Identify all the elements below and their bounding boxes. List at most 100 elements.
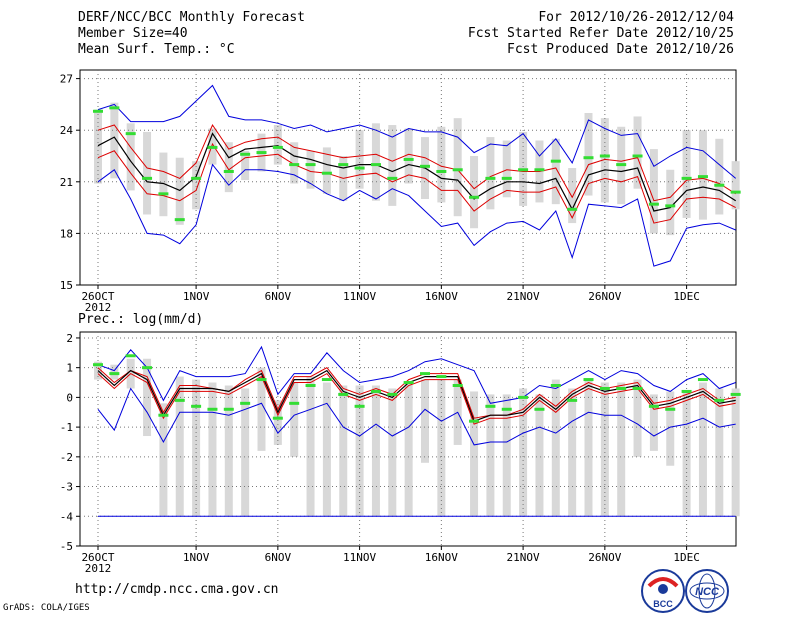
spread-box <box>502 140 511 198</box>
observed-marker <box>338 392 349 396</box>
produced-date: Fcst Produced Date 2012/10/26 <box>507 42 734 57</box>
observed-marker <box>648 202 659 206</box>
variable-label: Mean Surf. Temp.: °C <box>78 42 235 57</box>
observed-marker <box>240 401 251 405</box>
spread-box <box>437 126 446 203</box>
observed-marker <box>485 176 496 180</box>
observed-marker <box>420 164 430 168</box>
observed-marker <box>93 363 103 367</box>
observed-marker <box>174 218 185 222</box>
spread-box <box>633 116 642 189</box>
precip-title: Prec.: log(mm/d) <box>78 312 203 327</box>
spread-box <box>437 379 446 517</box>
x-tick-label: 26OCT <box>81 551 114 564</box>
observed-marker <box>436 169 447 173</box>
spread-box <box>666 391 675 466</box>
observed-marker <box>452 384 463 387</box>
spread-box <box>224 142 233 193</box>
spread-box <box>551 138 560 205</box>
y-tick-label: 24 <box>60 124 74 137</box>
series-line-range_lower <box>97 123 736 202</box>
panel-precipitation: -5 -4 -3 -2 -1 0 1 2 26OCT 1NOV 6NOV 11NOV 16NOV 21NO… <box>60 331 741 575</box>
observed-marker <box>109 372 120 376</box>
ncc-logo: NCC <box>685 569 729 613</box>
observed-marker <box>485 404 496 408</box>
spread-box <box>404 382 413 517</box>
spread-box <box>241 388 250 517</box>
observed-marker <box>256 151 267 155</box>
observed-marker <box>436 375 447 379</box>
spread-box <box>666 169 675 236</box>
x-tick-label: 16NOV <box>425 290 458 303</box>
ncc-logo-text: NCC <box>695 586 720 598</box>
member-size: Member Size=40 <box>78 26 188 41</box>
forecast-title: DERF/NCC/BCC Monthly Forecast <box>78 10 305 25</box>
spread-box <box>535 394 544 517</box>
y-tick-label: -4 <box>60 510 74 523</box>
observed-marker <box>550 159 561 163</box>
series-line-mean <box>97 132 737 212</box>
observed-marker <box>469 195 480 199</box>
x-tick-label: 26NOV <box>588 551 621 564</box>
observed-marker <box>452 168 463 172</box>
observed-marker <box>730 392 741 396</box>
observed-marker <box>518 168 529 172</box>
spread-box <box>731 388 740 517</box>
observed-marker <box>518 395 529 399</box>
observed-marker <box>697 175 708 179</box>
spread-box <box>649 149 658 234</box>
observed-marker <box>207 145 218 149</box>
spread-box <box>273 125 282 165</box>
observed-marker <box>501 407 512 411</box>
spread-box <box>388 125 397 206</box>
spread-box <box>192 161 201 210</box>
series-line-mean <box>97 369 736 422</box>
grads-credit: GrADS: COLA/IGES <box>3 603 90 613</box>
spread-box <box>698 382 707 517</box>
observed-marker <box>420 372 430 376</box>
bcc-logo: BCC <box>641 569 685 613</box>
spread-box <box>453 118 462 217</box>
observed-marker <box>599 386 610 390</box>
observed-marker <box>142 176 153 180</box>
y-tick-label: 1 <box>66 362 73 375</box>
x-tick-label: 1DEC <box>673 551 700 564</box>
spread-box <box>126 123 135 191</box>
observed-marker <box>223 407 234 411</box>
spread-box <box>355 130 364 189</box>
spread-box <box>502 394 511 517</box>
observed-marker <box>142 366 153 370</box>
observed-marker <box>354 404 365 408</box>
observed-marker <box>370 163 381 167</box>
spread-box <box>175 157 184 225</box>
x-tick-label: 16NOV <box>425 551 458 564</box>
y-tick-label: 27 <box>60 73 73 86</box>
y-tick-label: -2 <box>60 451 73 464</box>
spread-box <box>568 168 577 224</box>
spread-box <box>290 382 299 457</box>
observed-marker <box>174 398 185 402</box>
observed-marker <box>93 109 103 113</box>
spread-box <box>633 379 642 457</box>
header-right: For 2012/10/26-2012/12/04 Fcst Started Re… <box>468 10 734 58</box>
spread-box <box>290 142 299 184</box>
spread-box <box>306 376 315 517</box>
spread-box <box>551 379 560 517</box>
spread-box <box>486 394 495 517</box>
series-line-min <box>97 387 736 446</box>
spread-box <box>731 161 740 210</box>
series-line-range_upper <box>97 142 736 224</box>
footer-url[interactable]: http://cmdp.ncc.cma.gov.cn <box>75 582 279 597</box>
spread-box <box>175 376 184 517</box>
spread-box <box>715 138 724 215</box>
spread-box <box>159 152 168 217</box>
observed-marker <box>632 154 643 158</box>
x-tick-label: 11NOV <box>343 290 376 303</box>
observed-marker <box>648 404 659 408</box>
spread-box <box>224 385 233 517</box>
spread-box <box>698 130 707 220</box>
spread-box <box>143 131 152 215</box>
observed-marker <box>125 132 136 136</box>
observed-marker <box>616 163 627 167</box>
x-tick-label: 26NOV <box>588 290 621 303</box>
